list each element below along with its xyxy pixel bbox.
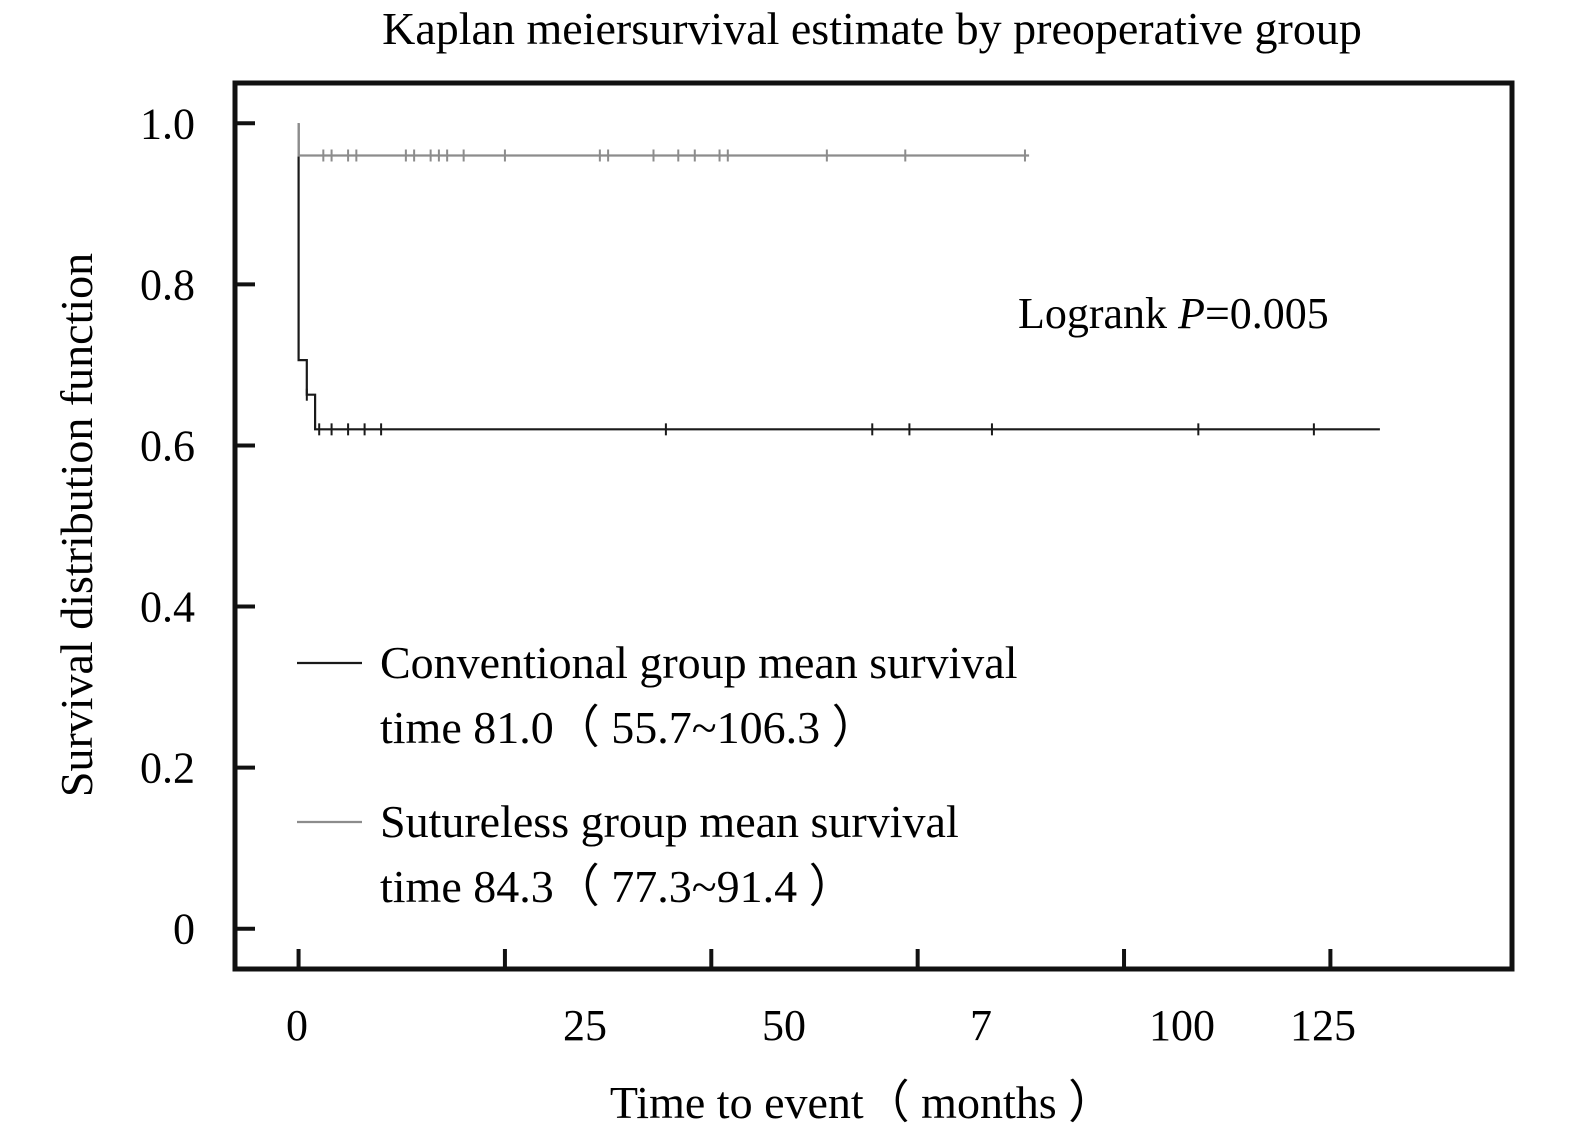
logrank-p: P [1177,289,1205,338]
chart-title: Kaplan meiersurvival estimate by preoper… [382,3,1362,54]
legend-label: Sutureless group mean survival [380,796,959,847]
x-axis: 0 25 50 7 100 125 [286,949,1356,1050]
y-tick-label: 0.6 [140,421,195,470]
x-tick-label: 25 [563,1001,607,1050]
legend-label-line2: time 81.0（ 55.7~106.3 ） [380,702,878,753]
y-tick-label: 0.4 [140,583,195,632]
x-tick-label: 0 [286,1001,308,1050]
y-tick-label: 0.8 [140,260,195,309]
y-axis-label: Survival distribution function [51,253,102,797]
legend-label-line2: time 84.3（ 77.3~91.4 ） [380,861,855,912]
survival-curves [297,123,1380,436]
series-line-1 [297,123,1380,431]
y-tick-label: 0 [173,905,195,954]
y-tick-label: 1.0 [140,99,195,148]
x-axis-label: Time to event（ months ） [610,1077,1114,1128]
logrank-value: =0.005 [1205,289,1329,338]
legend: Conventional group mean survival time 81.… [297,637,1018,912]
series-line-2 [297,123,1030,157]
y-axis: 1.0 0.8 0.6 0.4 0.2 0 [140,99,255,954]
legend-label: Conventional group mean survival [380,637,1018,688]
logrank-annotation: Logrank P=0.005 [1018,289,1329,338]
x-tick-label: 50 [762,1001,806,1050]
logrank-prefix: Logrank [1018,289,1178,338]
x-tick-label: 125 [1290,1001,1356,1050]
x-tick-label: 100 [1149,1001,1215,1050]
y-tick-label: 0.2 [140,744,195,793]
x-tick-label: 7 [970,1001,992,1050]
plot-frame [232,80,1515,972]
